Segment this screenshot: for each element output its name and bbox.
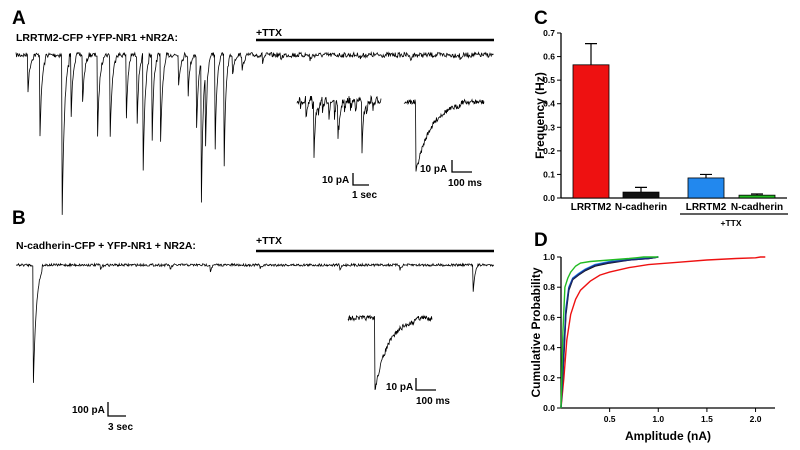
bar-4	[738, 194, 776, 199]
panel-a-ttx-label: +TTX	[256, 27, 282, 39]
cdf-y-tick-label: 1.0	[543, 252, 555, 262]
bar-2	[622, 191, 660, 199]
panel-b-inset-scale-bar: 10 pA 100 ms	[386, 378, 450, 407]
cdf-y-tick-label: 0.8	[543, 282, 555, 292]
panel-b-letter: B	[12, 208, 26, 229]
cdf-y-tick-label: 0.4	[543, 343, 555, 353]
svg-text:100 ms: 100 ms	[416, 396, 450, 407]
panel-c-letter: C	[534, 8, 548, 29]
cdf-x-tick-label: 2.0	[750, 414, 762, 424]
bar-chart-y-tick-label: 0.1	[543, 169, 555, 179]
cdf-series-line-3	[560, 256, 659, 409]
panel-b-ttx-label: +TTX	[256, 235, 282, 247]
cdf-series-line-5	[560, 256, 659, 409]
bar-3-category-label: LRRTM2	[686, 202, 727, 213]
panel-b-inset-event-trace	[347, 314, 433, 391]
panel-a-inset-trace	[296, 95, 382, 158]
bar-chart-y-tick-label: 0.0	[543, 193, 555, 203]
bar-chart-y-tick-label: 0.6	[543, 52, 555, 62]
bar-1-category-label: LRRTM2	[571, 202, 612, 213]
bar-4-error-bar	[751, 193, 763, 196]
cdf-y-tick-label: 0.6	[543, 312, 555, 322]
bar-chart-y-tick-label: 0.4	[543, 99, 555, 109]
panel-b-trace-scale-bar: 100 pA 3 sec	[72, 402, 133, 433]
cdf-x-label: Amplitude (nA)	[625, 429, 711, 443]
bar-chart-y-tick-label: 0.2	[543, 146, 555, 156]
cdf-x-tick-label: 1.0	[652, 414, 664, 424]
cdf-series-line-4	[560, 256, 659, 409]
bar-2-category-label: N-cadherin	[615, 202, 667, 213]
svg-text:100 ms: 100 ms	[448, 178, 482, 189]
cdf-series-line-2	[560, 256, 659, 409]
panel-a-condition-label: LRRTM2-CFP +YFP-NR1 +NR2A:	[16, 32, 178, 44]
cumulative-probability-chart: 0.0 0.2 0.4 0.6 0.8 1.0 0.5 1.0 1.5 2.0 Amplitude …	[529, 252, 775, 443]
panel-a-inset-event-trace	[403, 98, 485, 172]
cdf-x-tick-label: 1.5	[701, 414, 713, 424]
bar-4-category-label: N-cadherin	[731, 202, 783, 213]
panel-a-letter: A	[12, 8, 26, 29]
bar-3	[687, 177, 725, 199]
panel-a-event-scale-bar: 10 pA 100 ms	[420, 160, 482, 189]
bar-chart-y-label: Frequency (Hz)	[533, 72, 547, 159]
cdf-y-label: Cumulative Probability	[529, 267, 543, 397]
svg-text:1 sec: 1 sec	[352, 190, 377, 201]
bar-chart-y-tick-label: 0.3	[543, 122, 555, 132]
cdf-y-tick-label: 0.2	[543, 373, 555, 383]
svg-text:10 pA: 10 pA	[322, 175, 349, 186]
bar-chart-y-tick-label: 0.5	[543, 75, 555, 85]
panel-b-condition-label: N-cadherin-CFP + YFP-NR1 + NR2A:	[16, 240, 196, 252]
svg-text:10 pA: 10 pA	[386, 382, 413, 393]
panel-a-inset-scale-bar: 10 pA 1 sec	[322, 173, 377, 201]
bar-chart-y-tick-label: 0.7	[543, 28, 555, 38]
cdf-series-line-1	[560, 256, 766, 409]
svg-text:100 pA: 100 pA	[72, 405, 105, 416]
svg-text:3 sec: 3 sec	[108, 422, 133, 433]
bar-1-error-bar	[585, 43, 597, 65]
cdf-x-tick-label: 0.5	[604, 414, 616, 424]
panel-a-trace	[15, 51, 494, 215]
bar-1	[572, 64, 610, 199]
svg-text:10 pA: 10 pA	[420, 164, 447, 175]
bar-2-error-bar	[635, 186, 647, 193]
bar-3-error-bar	[700, 173, 712, 178]
frequency-bar-chart: 0.0 0.1 0.2 0.3 0.4 0.5 0.6 0.7 Frequency (Hz) LR…	[533, 28, 788, 228]
ttx-group-label: +TTX	[720, 218, 741, 228]
panel-d-letter: D	[534, 230, 548, 251]
panel-b-trace	[15, 262, 494, 383]
cdf-y-tick-label: 0.0	[543, 403, 555, 413]
